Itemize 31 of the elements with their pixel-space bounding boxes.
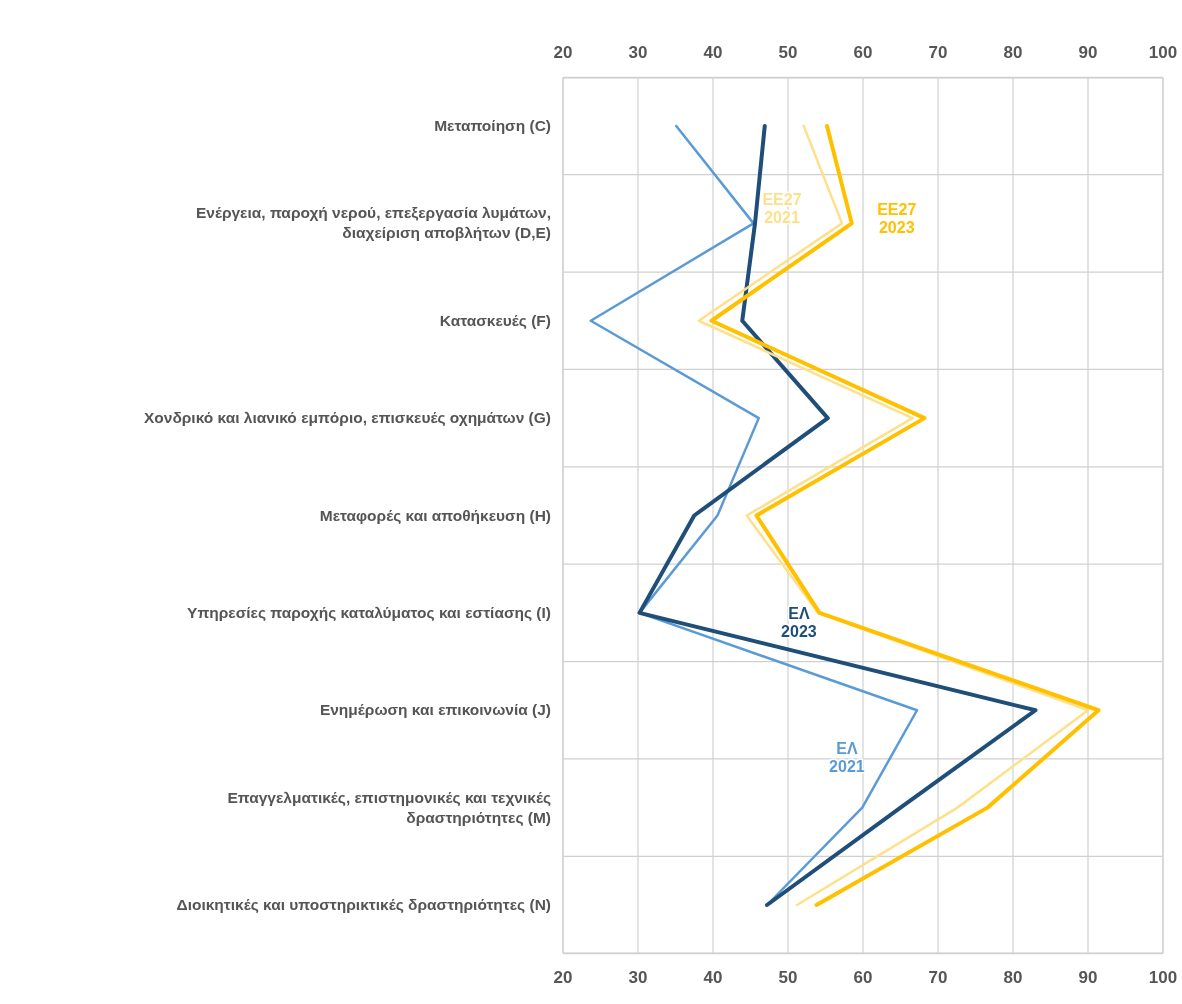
series-label: ΕΕ27 2021 bbox=[762, 191, 802, 227]
x2-tick-label: 100 bbox=[1148, 43, 1178, 62]
y-tick-label: Μεταποίηση (C) bbox=[434, 117, 551, 134]
x2-tick-label: 80 bbox=[1003, 43, 1023, 62]
x-tick-label: 50 bbox=[778, 968, 798, 987]
y-tick-label: Ενημέρωση και επικοινωνία (J) bbox=[319, 701, 551, 719]
series-label: ΕΕ27 2023 bbox=[877, 201, 917, 237]
x-tick-label: 60 bbox=[853, 968, 873, 987]
y-tick-label: Διοικητικές και υποστηρικτικές δραστηριότητες (N) bbox=[176, 896, 551, 913]
x2-tick-label: 40 bbox=[703, 43, 723, 62]
y-tick-label: Ενέργεια, παροχή νερού, επεξεργασία λυμάτων, διαχείριση αποβλήτων (D,E) bbox=[195, 204, 551, 242]
x2-tick-label: 50 bbox=[778, 43, 798, 62]
x2-tick-label: 70 bbox=[928, 43, 948, 62]
x2-tick-label: 30 bbox=[628, 43, 648, 62]
series-label: ΕΛ 2023 bbox=[781, 605, 817, 641]
y-tick-label: Επαγγελματικές, επιστημονικές και τεχνικές δραστηριότητες (M) bbox=[227, 788, 551, 826]
x2-tick-label: 60 bbox=[853, 43, 873, 62]
x-tick-label: 100 bbox=[1148, 968, 1178, 987]
x-tick-label: 90 bbox=[1078, 968, 1098, 987]
y-tick-label: Μεταφορές και αποθήκευση (H) bbox=[319, 506, 551, 524]
x2-tick-label: 20 bbox=[553, 43, 573, 62]
x-tick-label: 70 bbox=[928, 968, 948, 987]
x-tick-label: 30 bbox=[628, 968, 648, 987]
x-tick-label: 40 bbox=[703, 968, 723, 987]
x-tick-label: 20 bbox=[553, 968, 573, 987]
y-tick-label: Υπηρεσίες παροχής καταλύματος και εστίασης (I) bbox=[187, 603, 551, 621]
series-label: ΕΛ 2021 bbox=[829, 739, 865, 775]
y-tick-label: Κατασκευές (F) bbox=[439, 311, 551, 329]
x-tick-label: 80 bbox=[1003, 968, 1023, 987]
x2-tick-label: 90 bbox=[1078, 43, 1098, 62]
y-tick-label: Χονδρικό και λιανικό εμπόριο, επισκευές οχημάτων (G) bbox=[143, 409, 551, 427]
